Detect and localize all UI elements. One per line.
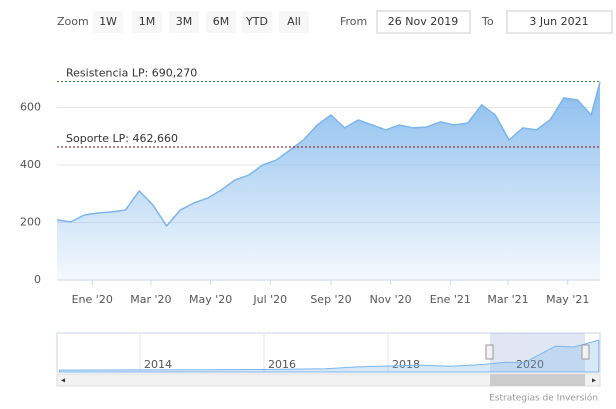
to-value: 3 Jun 2021 [529, 15, 588, 28]
area-line [56, 81, 601, 228]
x-tick-label: Sep '20 [310, 293, 351, 306]
x-tick-label: Nov '20 [370, 293, 412, 306]
x-tick-label: Ene '20 [72, 293, 113, 306]
to-input[interactable] [506, 10, 613, 34]
range-button-label: YTD [245, 15, 268, 28]
scroll-right[interactable]: ▸ [592, 376, 596, 385]
range-button[interactable] [169, 11, 199, 33]
x-tick-label: Mar '20 [130, 293, 171, 306]
navigator-label: 2016 [268, 358, 296, 371]
range-button-label: 1W [99, 15, 117, 28]
navigator-handle[interactable] [485, 344, 494, 360]
zoom-label: Zoom [57, 15, 89, 28]
to-label: To [481, 15, 494, 28]
range-button[interactable] [206, 11, 236, 33]
range-button-label: 3M [176, 15, 193, 28]
y-tick-label: 0 [34, 273, 41, 286]
range-button-label: 1M [139, 15, 156, 28]
range-button-label: 6M [213, 15, 230, 28]
scrollbar-thumb[interactable] [490, 374, 585, 386]
y-tick-label: 600 [20, 101, 41, 114]
range-button[interactable] [279, 11, 309, 33]
from-value: 26 Nov 2019 [388, 15, 458, 28]
x-tick-label: May '21 [546, 293, 589, 306]
navigator-label: 2020 [516, 358, 544, 371]
navigator-mask[interactable] [490, 333, 585, 372]
area-fill [57, 81, 600, 281]
range-button-label: All [287, 15, 301, 28]
scroll-left[interactable]: ◂ [61, 376, 65, 385]
navigator-label: 2014 [144, 358, 172, 371]
range-button[interactable] [93, 11, 123, 33]
navigator-handle[interactable] [581, 344, 590, 360]
from-label: From [340, 15, 367, 28]
range-button[interactable] [132, 11, 162, 33]
plot-line-label: Resistencia LP: 690,270 [66, 67, 197, 80]
x-tick-label: May '20 [189, 293, 232, 306]
navigator-label: 2018 [392, 358, 420, 371]
x-tick-label: Mar '21 [487, 293, 528, 306]
x-tick-label: Jul '20 [252, 293, 287, 306]
y-tick-label: 400 [20, 158, 41, 171]
navigator-area [58, 339, 600, 373]
credits: Estrategias de Inversión [489, 393, 598, 404]
scrollbar-track[interactable] [56, 373, 601, 387]
range-button[interactable] [242, 11, 272, 33]
x-tick-label: Ene '21 [430, 293, 471, 306]
y-tick-label: 200 [20, 216, 41, 229]
plot-line-label: Soporte LP: 462,660 [66, 132, 178, 145]
from-input[interactable] [376, 10, 471, 34]
